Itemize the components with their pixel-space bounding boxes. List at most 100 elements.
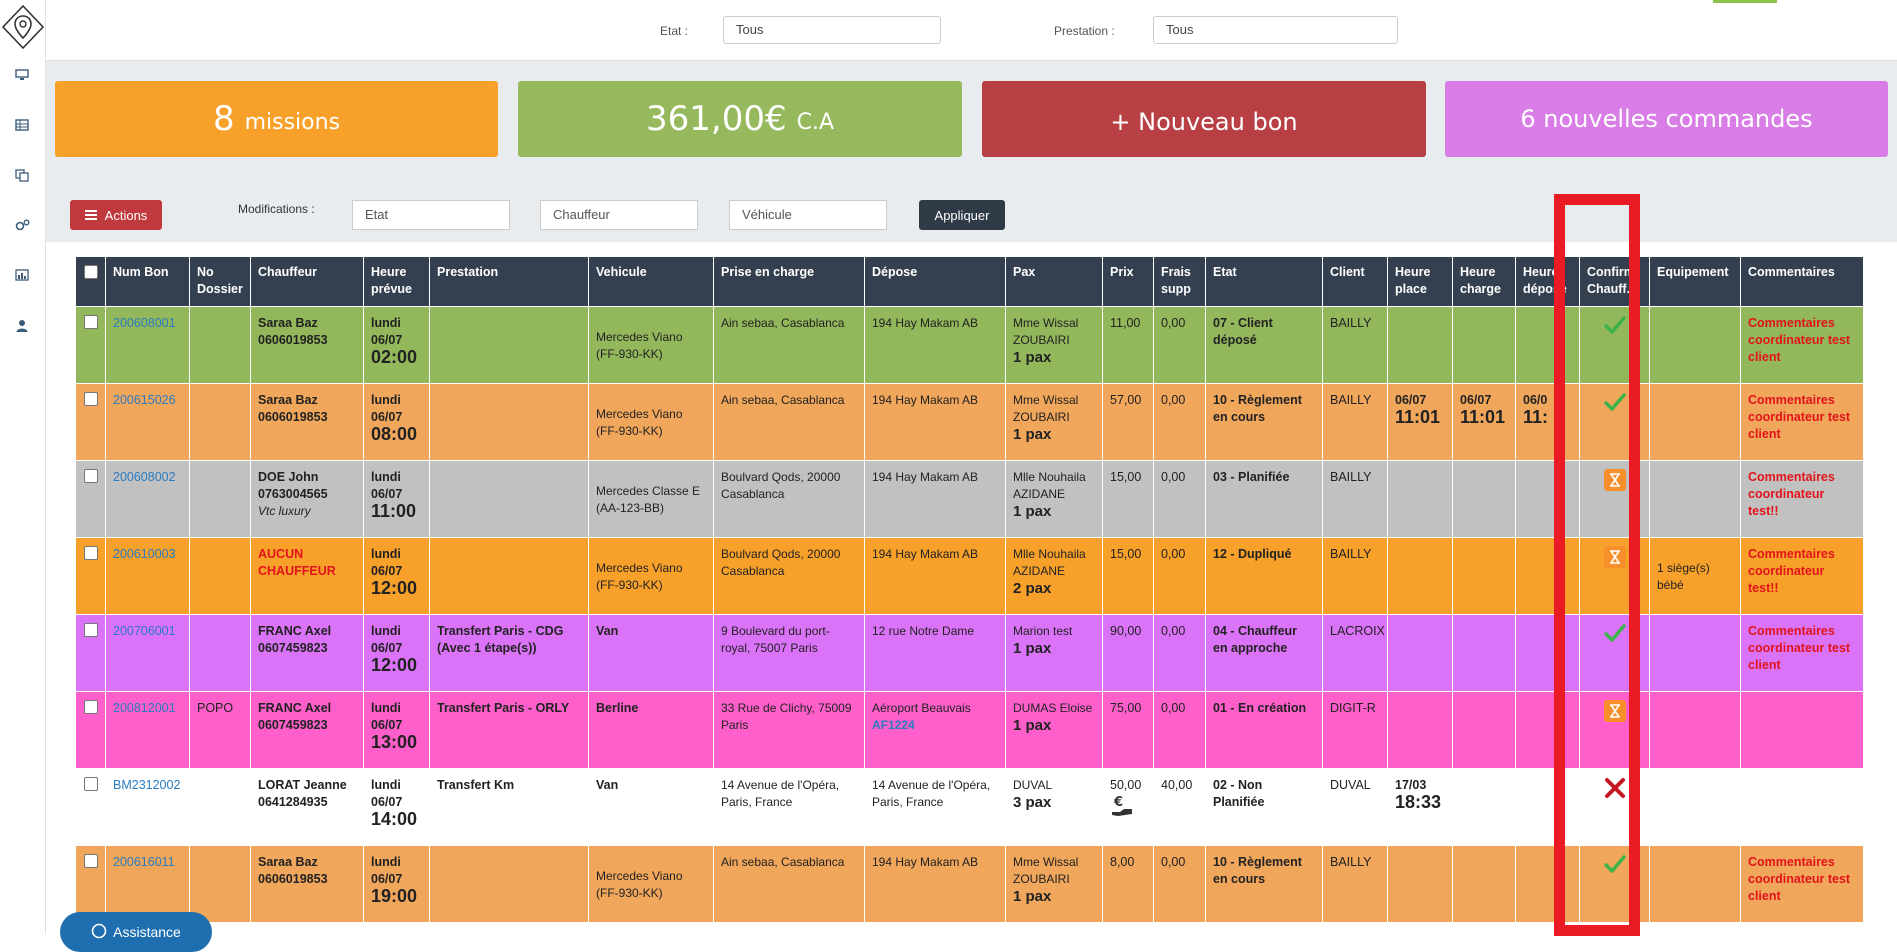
table-row[interactable]: BM2312002 LORAT Jeanne 0641284935 lundi 06/0… (75, 768, 1864, 846)
revenue-card[interactable]: 361,00€ C.A (518, 81, 962, 157)
hourglass-icon[interactable] (1603, 546, 1626, 568)
place-time-cell: 06/07 11:01 (1387, 383, 1453, 461)
row-checkbox[interactable] (75, 768, 106, 846)
pickup-cell: Ain sebaa, Casablanca (713, 306, 865, 384)
driver-confirm-cell[interactable] (1579, 537, 1650, 615)
col-header[interactable]: Prix (1102, 256, 1154, 307)
bon-number-link[interactable]: BM2312002 (105, 768, 190, 846)
select-all-checkbox[interactable] (75, 256, 106, 307)
monitor-icon[interactable] (12, 66, 32, 84)
row-checkbox[interactable] (75, 460, 106, 538)
row-checkbox[interactable] (75, 383, 106, 461)
settings-icon[interactable] (12, 216, 32, 234)
dropoff-cell: 12 rue Notre Dame (864, 614, 1006, 692)
col-header[interactable]: Equipement (1649, 256, 1741, 307)
user-icon[interactable] (12, 316, 32, 334)
row-checkbox[interactable] (75, 537, 106, 615)
place-time-cell (1387, 845, 1453, 923)
row-checkbox[interactable] (75, 306, 106, 384)
copy-icon[interactable] (12, 166, 32, 184)
col-header[interactable]: Frais supp (1153, 256, 1206, 307)
chauffeur-modify-select[interactable]: Chauffeur (540, 200, 698, 230)
driver-confirm-cell[interactable] (1579, 845, 1650, 923)
col-header[interactable]: Confirm. Chauff. (1579, 256, 1650, 307)
price-cell: 15,00 (1102, 537, 1154, 615)
col-header[interactable]: Vehicule (588, 256, 714, 307)
driver-confirm-cell[interactable] (1579, 306, 1650, 384)
bon-number-link[interactable]: 200610003 (105, 537, 190, 615)
table-row[interactable]: 200608002 DOE John 0763004565 Vtc luxury lun… (75, 460, 1864, 538)
chart-icon[interactable] (12, 266, 32, 284)
table-icon[interactable] (12, 116, 32, 134)
bon-number-link[interactable]: 200812001 (105, 691, 190, 769)
table-row[interactable]: 200615026 Saraa Baz 0606019853 lundi 06/07 08… (75, 383, 1864, 461)
col-header[interactable]: Client (1322, 256, 1388, 307)
dropoff-time-cell (1515, 306, 1580, 384)
col-header[interactable]: Heure dépose (1515, 256, 1580, 307)
check-icon[interactable] (1603, 855, 1626, 877)
col-header[interactable]: Chauffeur (250, 256, 364, 307)
table-row[interactable]: 200616011 Saraa Baz 0606019853 lundi 06/07 19… (75, 845, 1864, 923)
actions-button-label: Actions (104, 207, 148, 223)
prestation-filter-label: Prestation : (1054, 24, 1115, 38)
row-checkbox[interactable] (75, 691, 106, 769)
main-content: Etat : Tous Prestation : Tous 8 missions… (46, 0, 1897, 952)
vehicule-modify-select[interactable]: Véhicule (729, 200, 887, 230)
col-header[interactable]: Num Bon (105, 256, 190, 307)
row-checkbox[interactable] (75, 614, 106, 692)
etat-modify-select[interactable]: Etat (352, 200, 510, 230)
hourglass-icon[interactable] (1603, 469, 1626, 491)
new-voucher-button[interactable]: + Nouveau bon (982, 81, 1426, 157)
apply-button[interactable]: Appliquer (919, 200, 1005, 230)
dossier-cell (189, 460, 251, 538)
dropoff-time-cell (1515, 845, 1580, 923)
charge-time-cell: 06/07 11:01 (1452, 383, 1516, 461)
table-row[interactable]: 200812001 POPO FRANC Axel 0607459823 lundi 06… (75, 691, 1864, 769)
col-header[interactable]: Pax (1005, 256, 1103, 307)
table-row[interactable]: 200608001 Saraa Baz 0606019853 lundi 06/07 02… (75, 306, 1864, 384)
etat-filter-select[interactable]: Tous (723, 16, 941, 44)
check-icon[interactable] (1603, 624, 1626, 646)
prestation-filter-select[interactable]: Tous (1153, 16, 1398, 44)
hourglass-icon[interactable] (1603, 700, 1626, 722)
missions-card[interactable]: 8 missions (55, 81, 498, 157)
col-header[interactable]: Prise en charge (713, 256, 865, 307)
bon-number-link[interactable]: 200615026 (105, 383, 190, 461)
scheduled-time-cell: lundi 06/07 14:00 (363, 768, 430, 846)
assistance-button[interactable]: Assistance (60, 912, 212, 952)
col-header[interactable]: Commentaires (1740, 256, 1864, 307)
extra-fees-cell: 0,00 (1153, 306, 1206, 384)
col-header[interactable]: Etat (1205, 256, 1323, 307)
driver-confirm-cell[interactable] (1579, 768, 1650, 846)
col-header[interactable]: Dépose (864, 256, 1006, 307)
col-header[interactable]: Heure prévue (363, 256, 430, 307)
col-header[interactable]: Heure place (1387, 256, 1453, 307)
row-checkbox[interactable] (75, 845, 106, 923)
actions-button[interactable]: Actions (70, 200, 162, 230)
bon-number-link[interactable]: 200706001 (105, 614, 190, 692)
cross-icon[interactable] (1604, 778, 1626, 802)
bon-number-link[interactable]: 200608002 (105, 460, 190, 538)
driver-confirm-cell[interactable] (1579, 460, 1650, 538)
new-orders-card[interactable]: 6 nouvelles commandes (1445, 81, 1888, 157)
driver-confirm-cell[interactable] (1579, 614, 1650, 692)
col-header[interactable]: Heure charge (1452, 256, 1516, 307)
driver-confirm-cell[interactable] (1579, 691, 1650, 769)
assistance-label: Assistance (113, 924, 181, 940)
place-time-cell: 17/03 18:33 (1387, 768, 1453, 846)
pickup-cell: Ain sebaa, Casablanca (713, 845, 865, 923)
euro-hand-icon: € (1110, 795, 1136, 821)
check-icon[interactable] (1603, 393, 1626, 415)
etat-filter-label: Etat : (660, 24, 689, 38)
check-icon[interactable] (1603, 316, 1626, 338)
price-cell: 15,00 (1102, 460, 1154, 538)
missions-label: missions (244, 109, 341, 135)
bon-number-link[interactable]: 200616011 (105, 845, 190, 923)
table-row[interactable]: 200610003 AUCUN CHAUFFEUR lundi 06/07 12:00 M… (75, 537, 1864, 615)
bon-number-link[interactable]: 200608001 (105, 306, 190, 384)
location-pin-logo-icon[interactable] (0, 2, 45, 52)
col-header[interactable]: Prestation (429, 256, 589, 307)
table-row[interactable]: 200706001 FRANC Axel 0607459823 lundi 06/07 1… (75, 614, 1864, 692)
col-header[interactable]: No Dossier (189, 256, 251, 307)
driver-confirm-cell[interactable] (1579, 383, 1650, 461)
